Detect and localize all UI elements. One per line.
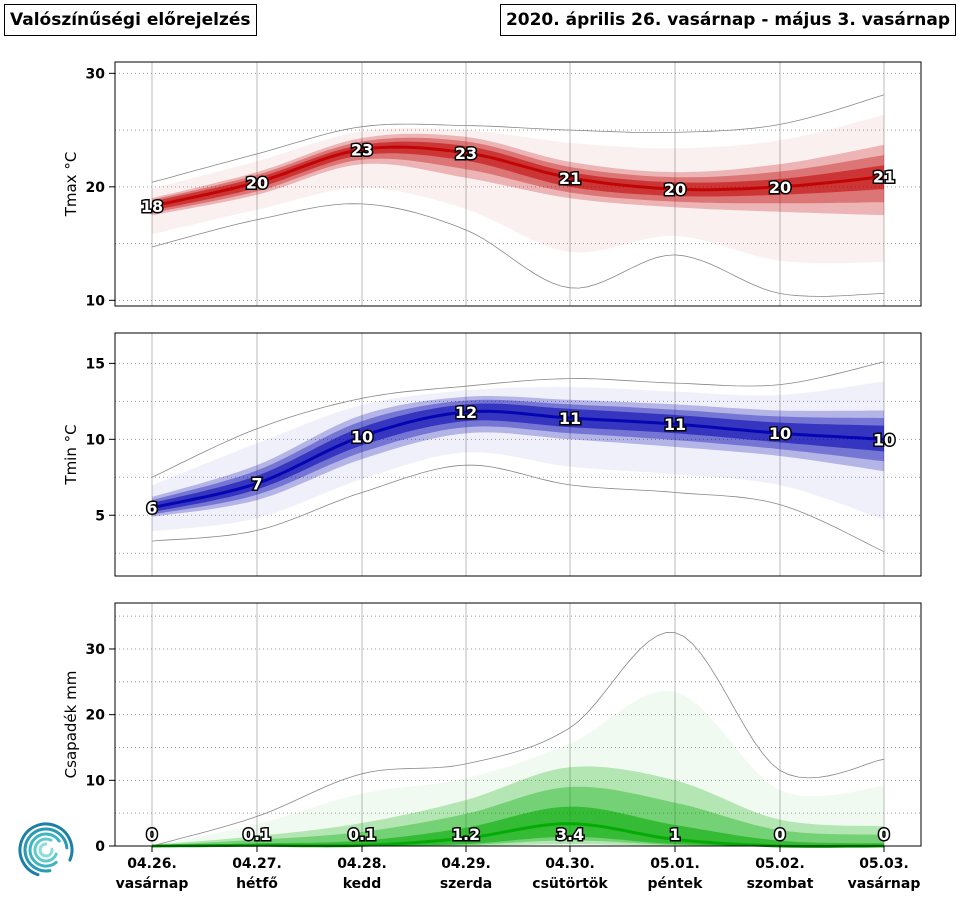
logo-ring [38,842,54,858]
y-tick-label: 15 [86,356,105,372]
band-25-75 [152,141,884,211]
data-label: 10 [873,430,895,449]
x-tick-day: vasárnap [116,876,189,892]
median-line [152,822,884,848]
data-label: 18 [141,197,163,216]
y-tick-label: 30 [86,642,106,658]
y-tick-label: 10 [86,773,106,789]
y-axis-label: Tmax °C [62,152,80,218]
data-label: 20 [769,178,791,197]
x-tick-date: 04.29. [441,856,491,872]
x-tick-day: szombat [747,876,814,892]
data-label: 0 [774,825,785,844]
chart-title: Valószínűségi előrejelzés [4,4,257,36]
y-tick-label: 0 [95,839,105,855]
y-tick-label: 10 [86,432,106,448]
logo-icon [18,822,74,877]
panel-2: 5 10 15 Tmin °C 6 7 10 12 11 11 10 10 [62,332,922,577]
data-label: 11 [664,415,686,434]
x-tick-date: 04.30. [545,856,595,872]
data-label: 1 [669,825,680,844]
data-label: 3.4 [556,825,584,844]
data-label: 20 [664,180,686,199]
data-label: 21 [559,169,581,188]
x-tick-date: 05.03. [859,856,909,872]
data-label: 23 [455,144,477,163]
data-label: 12 [455,403,477,422]
band-25-75 [152,403,884,513]
data-label: 0 [878,825,889,844]
band-25-75 [152,806,884,847]
plot-frame [114,61,922,307]
plot-frame [114,602,922,847]
x-tick-day: hétfő [236,876,278,892]
x-tick-day: vasárnap [848,876,921,892]
x-tick-date: 04.27. [232,856,282,872]
panel-1: 10 20 30 Tmax °C 18 20 23 23 21 20 20 21 [62,61,922,309]
data-label: 20 [246,173,268,192]
envelope-max [151,361,885,478]
data-label: 21 [873,168,895,187]
data-label: 6 [146,499,157,518]
x-tick-day: péntek [648,876,704,892]
data-label: 0.1 [348,825,376,844]
data-label: 0 [146,825,157,844]
band-5-95 [152,766,884,847]
data-label: 11 [559,409,581,428]
x-tick-date: 04.28. [337,856,387,872]
y-tick-label: 20 [86,708,106,724]
median-line [151,145,885,208]
plot-frame [114,332,922,577]
x-tick-date: 05.02. [755,856,805,872]
median-line [151,409,885,510]
y-axis-label: Csapadék mm [62,671,80,779]
envelope-max [151,94,885,183]
ensemble-haze [152,690,884,847]
forecast-period: 2020. április 26. vasárnap - május 3. va… [499,4,956,36]
y-tick-label: 20 [86,180,106,196]
logo-ring [33,837,58,863]
logo-ring [23,827,69,873]
x-tick-day: kedd [343,876,381,892]
data-label: 0.1 [243,825,271,844]
y-tick-label: 10 [86,293,106,309]
envelope-min [151,464,885,553]
envelope-min [151,203,885,297]
x-tick-day: csütörtök [532,876,608,892]
y-tick-label: 5 [95,508,105,524]
logo-ring [18,822,74,877]
data-label: 7 [251,474,262,493]
data-label: 10 [769,424,791,443]
data-label: 10 [351,427,373,446]
x-tick-date: 04.26. [127,856,177,872]
x-tick-day: szerda [440,876,492,892]
y-tick-label: 30 [86,66,106,82]
data-label: 1.2 [452,825,480,844]
x-tick-date: 05.01. [650,856,700,872]
logo-ring [28,832,61,868]
data-label: 23 [351,140,373,159]
envelope-max [151,632,885,847]
y-axis-label: Tmin °C [62,424,80,485]
